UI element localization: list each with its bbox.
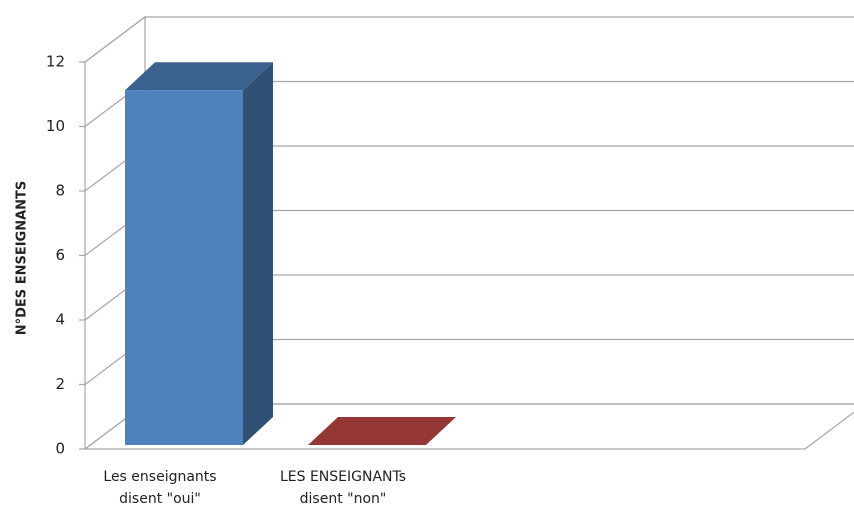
y-tick-label: 2 [55, 375, 65, 393]
bar [308, 417, 456, 445]
bar-top [125, 62, 273, 91]
bar-front [125, 90, 243, 445]
grid-line [84, 16, 854, 63]
bar [125, 62, 273, 445]
y-tick-label: 8 [55, 182, 65, 200]
x-tick-label: Les enseignants disent "oui" [103, 469, 217, 507]
y-tick-label: 6 [55, 246, 65, 264]
y-tick-label: 0 [55, 440, 65, 458]
y-tick-label: 4 [55, 311, 65, 329]
x-tick-label: LES ENSEIGNANTs disent "non" [279, 469, 407, 507]
bar-side [243, 62, 273, 445]
bar-top [308, 417, 456, 445]
y-axis-label: N°DES ENSEIGNANTS [15, 181, 30, 336]
y-tick-label: 12 [46, 53, 65, 71]
y-tick-label: 10 [46, 117, 65, 135]
